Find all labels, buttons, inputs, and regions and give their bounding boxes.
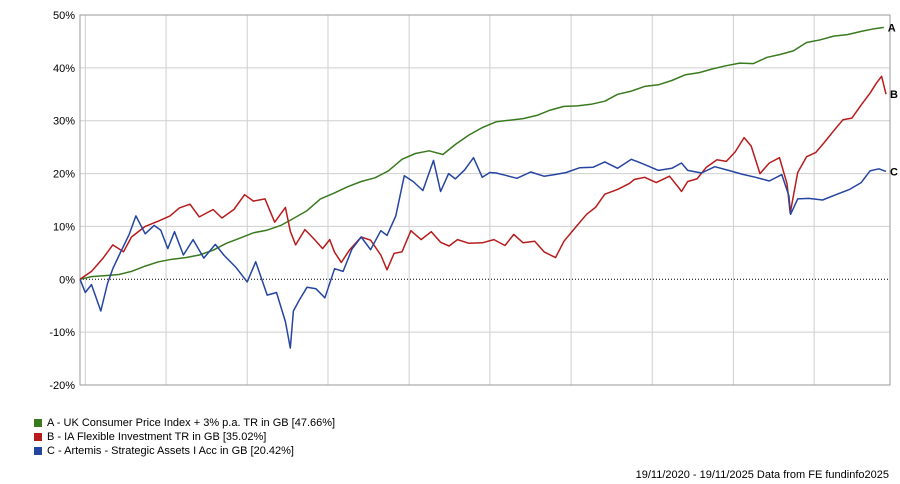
legend-item-a: A - UK Consumer Price Index + 3% p.a. TR… <box>34 416 335 430</box>
chart-legend: A - UK Consumer Price Index + 3% p.a. TR… <box>34 416 335 458</box>
data-source-footer: 19/11/2020 - 19/11/2025 Data from FE fun… <box>635 469 889 481</box>
series-line-c <box>79 156 887 349</box>
legend-label-c: C - Artemis - Strategic Assets I Acc in … <box>47 445 294 457</box>
legend-label-b: B - IA Flexible Investment TR in GB [35.… <box>47 431 267 443</box>
series-line-b <box>79 75 887 280</box>
y-tick-label: 20% <box>53 169 75 181</box>
legend-item-b: B - IA Flexible Investment TR in GB [35.… <box>34 430 335 444</box>
legend-swatch-c <box>34 447 42 455</box>
legend-swatch-a <box>34 419 42 427</box>
plot-frame <box>79 14 891 386</box>
legend-label-a: A - UK Consumer Price Index + 3% p.a. TR… <box>47 417 336 429</box>
series-end-label-c: C <box>890 166 898 178</box>
performance-chart: 50%40%30%20%10%0%-10%-20%Dec '20Jun '21D… <box>49 10 898 402</box>
legend-item-c: C - Artemis - Strategic Assets I Acc in … <box>34 444 335 458</box>
series-line-a <box>79 26 884 281</box>
y-tick-label: 0% <box>59 274 75 286</box>
y-tick-label: -10% <box>49 327 75 339</box>
y-tick-label: -20% <box>49 380 75 390</box>
legend-swatch-b <box>34 433 42 441</box>
y-tick-label: 40% <box>53 63 75 75</box>
chart-svg: 50%40%30%20%10%0%-10%-20%Dec '20Jun '21D… <box>49 10 898 402</box>
series-end-label-b: B <box>890 89 898 101</box>
y-tick-label: 10% <box>53 221 75 233</box>
series-end-label-a: A <box>888 22 896 34</box>
y-tick-label: 30% <box>53 116 75 128</box>
y-tick-label: 50% <box>53 10 75 22</box>
